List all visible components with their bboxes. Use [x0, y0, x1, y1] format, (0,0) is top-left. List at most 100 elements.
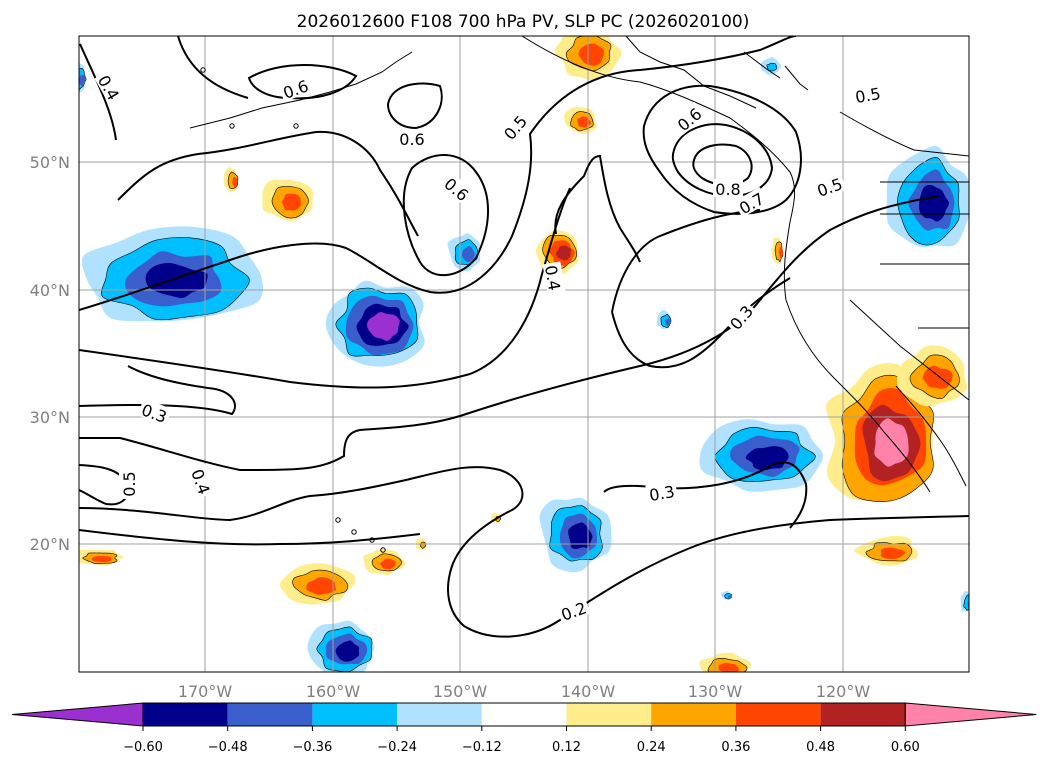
latitude-label: 40°N [30, 281, 70, 300]
longitude-label: 170°W [178, 682, 233, 701]
pv-band [568, 522, 593, 549]
longitude-label: 140°W [561, 682, 616, 701]
longitude-labels: 170°W 160°W 150°W 140°W 130°W 120°W [178, 682, 871, 701]
contour-label: 0.5 [854, 84, 882, 107]
colorbar-cell [651, 703, 736, 726]
slp-contour [603, 461, 808, 529]
pv-band [91, 556, 112, 563]
colorbar-tick-label: 0.24 [637, 740, 666, 755]
colorbar-tick-label: 0.36 [721, 740, 750, 755]
colorbar-tick-label: 0.60 [891, 740, 920, 755]
colorbar-tick-label: −0.36 [292, 740, 332, 755]
slp-contour [79, 466, 969, 638]
pv-band [79, 74, 86, 86]
colorbar-extend-low [11, 702, 144, 727]
colorbar-frame [142, 702, 906, 727]
colorbar-cell [143, 703, 228, 726]
map-panel: 0.4 0.60.6 0.50.60.60.80.70.50.50.40.30.30… [78, 35, 970, 673]
coastline [189, 51, 413, 129]
slp-contour [117, 130, 419, 237]
map-frame [78, 35, 970, 673]
pv-band [306, 577, 336, 595]
graticule [79, 36, 969, 672]
pv-band [578, 43, 604, 66]
island [293, 123, 299, 129]
chart-title: 2026012600 F108 700 hPa PV, SLP PC (2026… [297, 12, 750, 32]
island [335, 517, 341, 523]
pv-band [281, 193, 301, 211]
pv-band [577, 116, 591, 128]
colorbar-extend-high [904, 702, 1037, 727]
contour-label-bg [542, 261, 566, 294]
colorbar-tick-label: −0.12 [462, 740, 502, 755]
colorbar-cell [820, 703, 906, 726]
colorbar-ticks: −0.60 −0.48 −0.36 −0.24 −0.12 0.12 0.24 0.36 0.4… [123, 726, 920, 755]
latitude-label: 30°N [30, 408, 70, 427]
coastline [784, 65, 809, 91]
pv-band [232, 176, 238, 188]
slp-contour [79, 187, 571, 389]
slp-contour [79, 43, 117, 141]
contour-label: 0.6 [399, 130, 424, 149]
pv-band [963, 594, 969, 611]
slp-contour [671, 123, 774, 198]
latitude-label: 20°N [30, 535, 70, 554]
contour-label-bg [733, 186, 769, 218]
colorbar-tick-label: −0.60 [123, 740, 163, 755]
latitude-labels: 50°N 40°N 30°N 20°N [30, 153, 70, 554]
colorbar-tick-label: −0.48 [208, 740, 248, 755]
contour-label-bg [278, 74, 313, 102]
map-background [79, 36, 969, 672]
pv-band [880, 547, 906, 560]
longitude-label: 150°W [433, 682, 488, 701]
slp-contour [247, 64, 358, 100]
island [380, 547, 386, 553]
contour-label: 0.3 [648, 482, 676, 505]
colorbar-cell [566, 703, 652, 726]
slp-contour [79, 464, 130, 506]
contour-label-bg [851, 82, 884, 106]
slp-contour [386, 82, 443, 130]
island [200, 67, 206, 73]
coastline [849, 299, 969, 401]
pv-band [665, 318, 672, 326]
contour-label-bg [713, 179, 743, 197]
longitude-label: 160°W [306, 682, 361, 701]
contour-label-bg [397, 129, 427, 147]
contour-label-bg [645, 480, 678, 504]
slp-contour [642, 84, 802, 215]
slp-contours [79, 36, 969, 638]
contour-label-bg [440, 171, 475, 206]
longitude-label: 130°W [688, 682, 743, 701]
colorbar-cell [735, 703, 821, 726]
pv-band [367, 312, 400, 341]
slp-contour [611, 209, 761, 313]
contour-label: 0.5 [120, 471, 139, 496]
contour-label-bg [94, 69, 126, 105]
slp-contour [79, 36, 797, 311]
pv-band [778, 246, 784, 258]
pv-band [923, 365, 953, 389]
contour-label: 0.8 [715, 180, 740, 199]
contour-label-bg [812, 172, 847, 200]
colorbar-cells [11, 702, 1037, 727]
slp-contour [79, 195, 941, 472]
colorbar-tick-label: 0.48 [806, 740, 835, 755]
pv-band [919, 184, 949, 222]
colorbar-cell [397, 703, 482, 726]
coastline [895, 385, 967, 487]
colorbar: −0.60 −0.48 −0.36 −0.24 −0.12 0.12 0.24 0.36 0.4… [11, 702, 1037, 755]
pv-band [145, 262, 208, 299]
coastline [839, 111, 969, 157]
colorbar-tick-label: −0.24 [377, 740, 417, 755]
colorbar-tick-label: 0.12 [552, 740, 581, 755]
slp-contour [79, 529, 421, 546]
pv-band [379, 558, 396, 570]
pv-band [462, 246, 476, 262]
slp-contour [177, 36, 249, 99]
pv-band [718, 662, 740, 672]
contour-label-bg [188, 464, 216, 499]
contour-label-bg [723, 299, 758, 334]
pv-band [335, 640, 360, 662]
